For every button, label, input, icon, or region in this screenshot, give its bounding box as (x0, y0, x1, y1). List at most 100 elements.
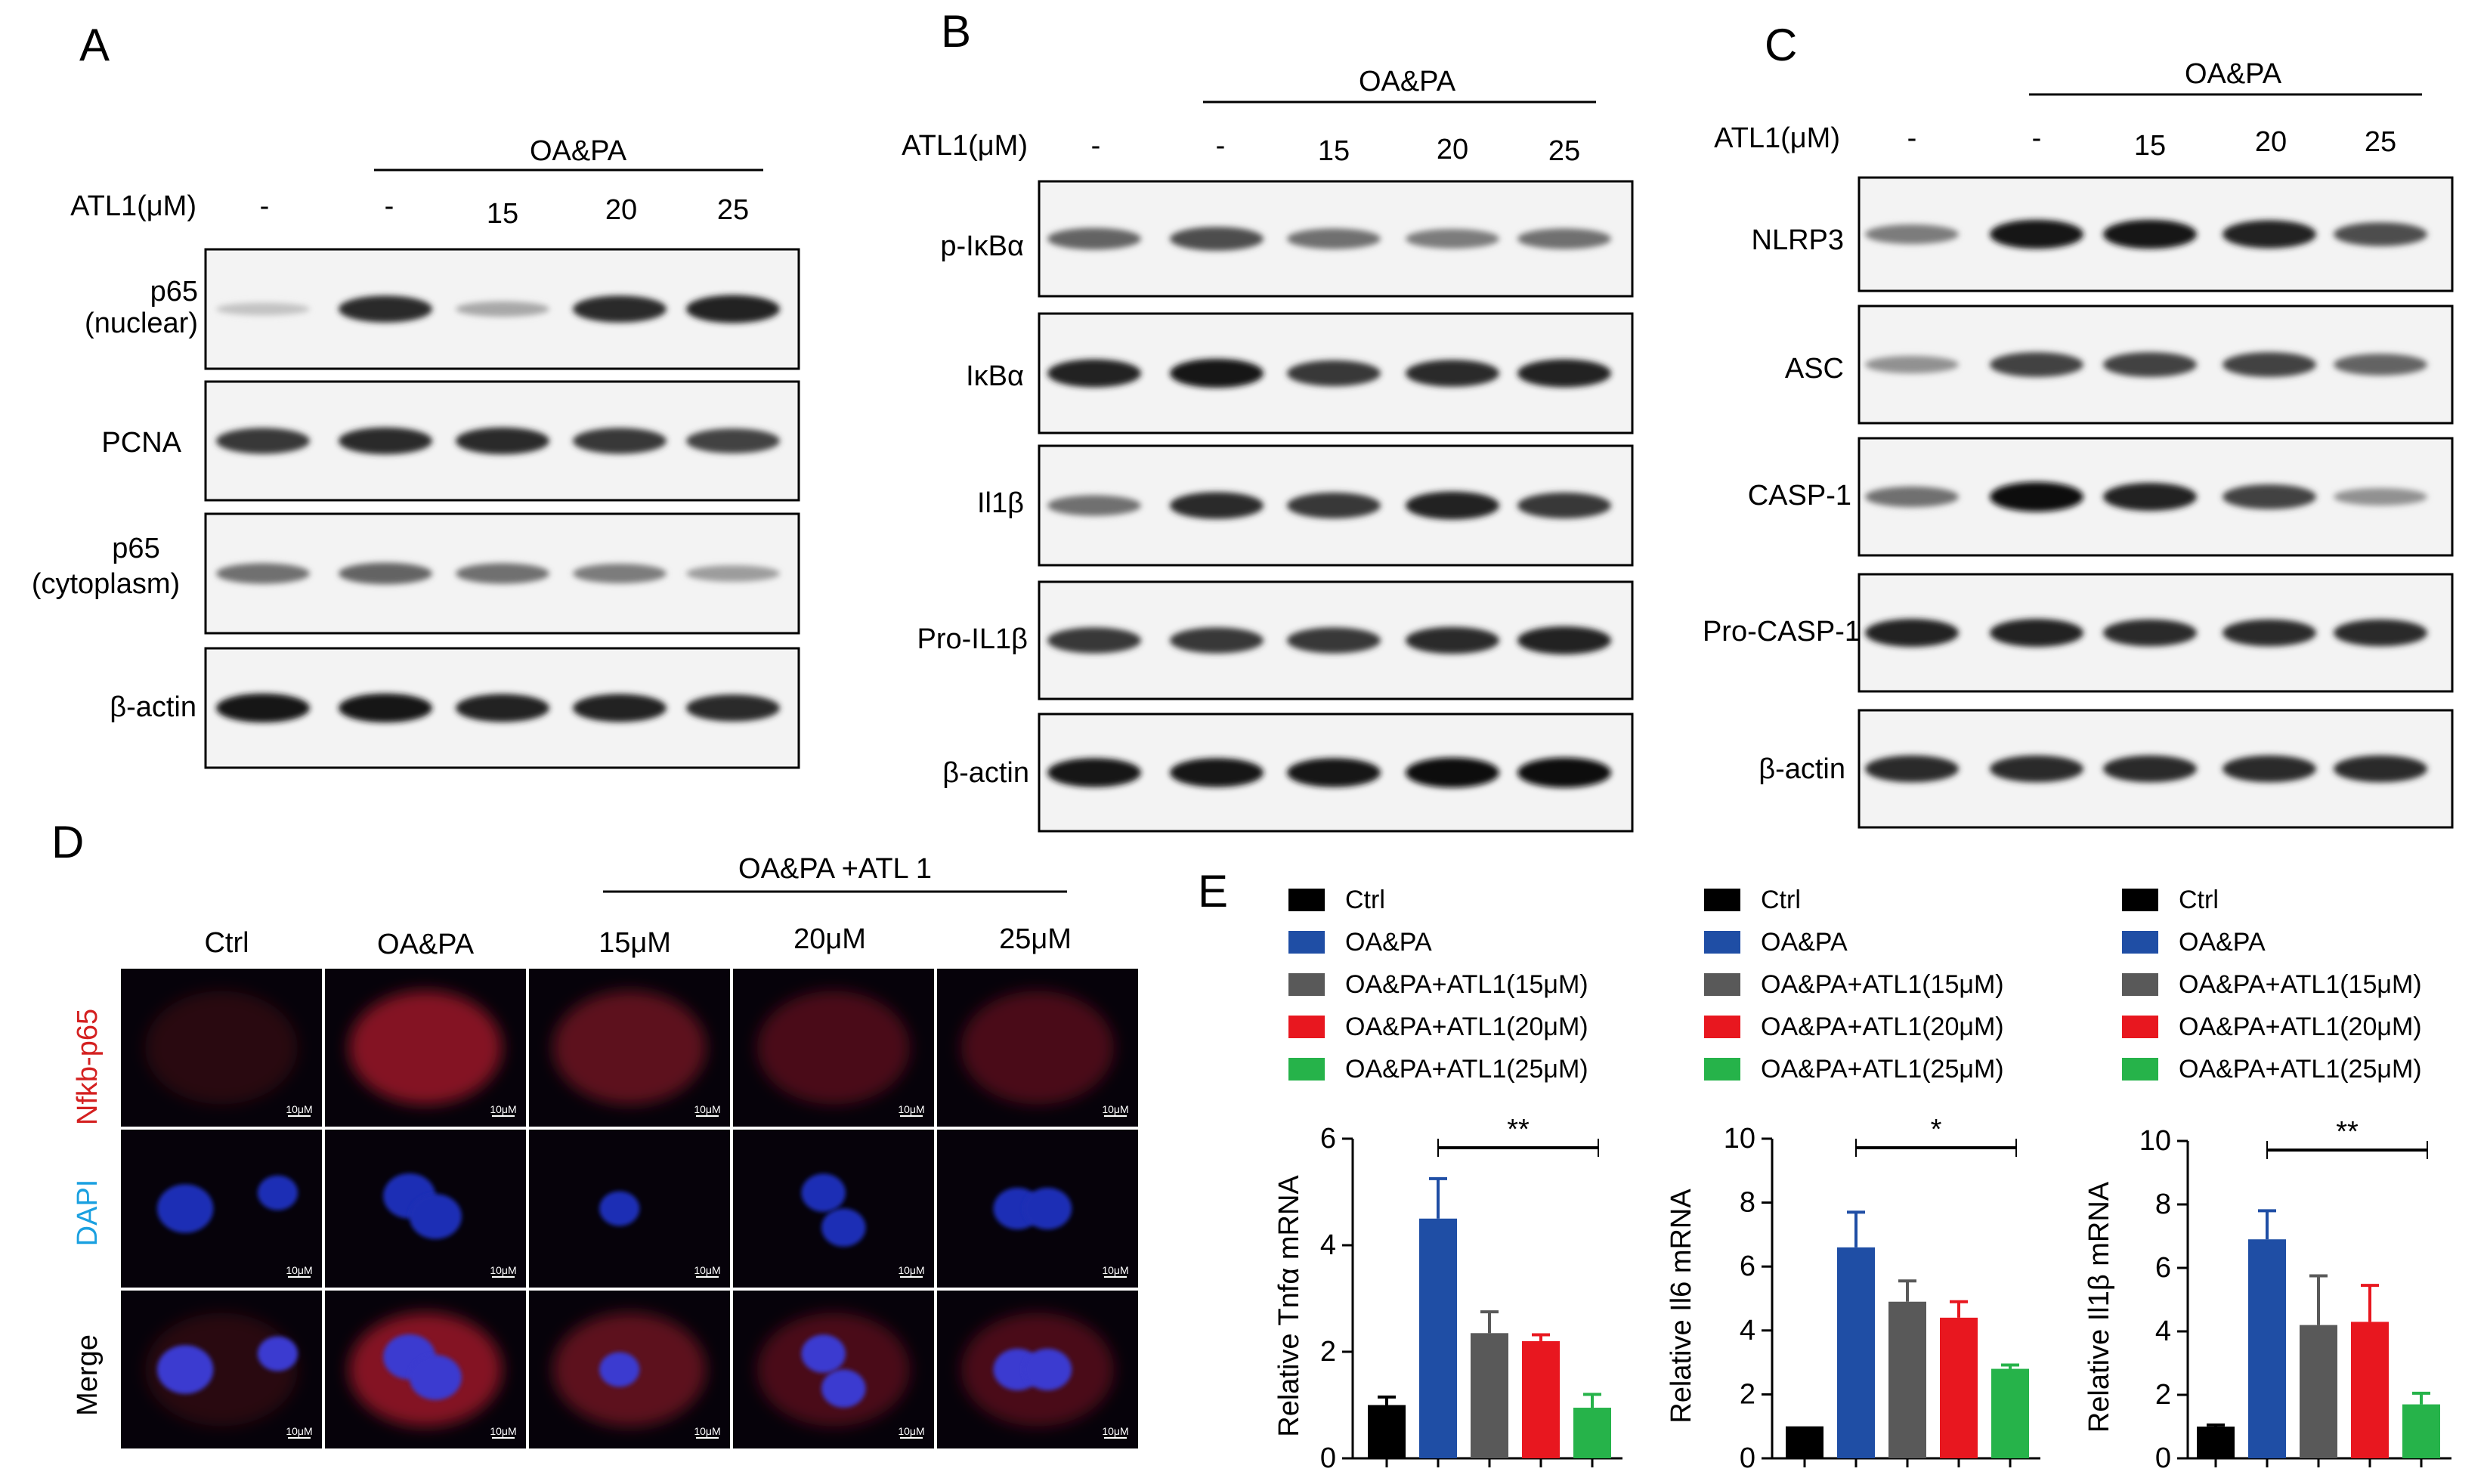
panel-c: C OA&PA ATL1(μM) - - 15 20 25 NLRP3 ASC … (1703, 20, 2454, 829)
cytoplasm-stain (144, 991, 299, 1105)
panel-b: B OA&PA ATL1(μM) - - 15 20 25 p-IκBα IκB… (902, 6, 1634, 833)
blot-label-beta-actin: β-actin (942, 757, 1029, 789)
scale-bar-label: 10μM (490, 1425, 516, 1437)
blot-band (1990, 481, 2083, 512)
blot-band (216, 428, 310, 454)
blot-band (2103, 755, 2197, 783)
lane-label: 20 (1437, 134, 1468, 165)
blot-band (2223, 484, 2316, 509)
lane-label: 15 (2134, 130, 2166, 162)
y-tick-label: 2 (1320, 1336, 1336, 1368)
lane-label: 25 (2365, 126, 2396, 158)
nucleus-stain (599, 1352, 640, 1387)
blot-label-p65-nuclear-1: p65 (150, 276, 198, 308)
micrograph-cell: 10μM (529, 969, 730, 1127)
legend-swatch (2122, 1058, 2158, 1081)
blot-band (1047, 359, 1141, 388)
blot-band (686, 694, 780, 722)
y-axis-label: Relative Tnfα mRNA (1273, 1175, 1305, 1437)
scale-bar-label: 10μM (694, 1103, 720, 1115)
legend-label: OA&PA+ATL1(20μM) (2179, 1013, 2422, 1041)
blot-band (2334, 619, 2427, 647)
legend-label: OA&PA (1761, 928, 1848, 957)
y-tick-label: 2 (1740, 1378, 1755, 1410)
blot-band (1517, 359, 1611, 388)
legend-label: OA&PA+ATL1(25μM) (1761, 1055, 2004, 1084)
micrograph-cell: 10μM (733, 1291, 934, 1448)
blot-band (2103, 219, 2197, 249)
panel-c-lane-labels: - - 15 20 25 (1907, 122, 2396, 162)
blot-label-p65-cytoplasm-1: p65 (112, 533, 159, 564)
legend-label: OA&PA (1345, 928, 1432, 957)
micrograph-cell: 10μM (121, 969, 322, 1127)
blot-band (1865, 355, 1959, 374)
blot-band (1865, 755, 1959, 783)
blot-band (1406, 491, 1499, 520)
lane-label: - (1091, 130, 1101, 162)
micrograph-cell: 10μM (325, 969, 526, 1127)
micrograph-cell: 10μM (529, 1291, 730, 1448)
bar (1419, 1218, 1457, 1458)
blot-band (1990, 618, 2083, 648)
y-tick-label: 8 (2155, 1189, 2171, 1220)
lane-label: 20 (2255, 126, 2287, 158)
blot-band (1047, 627, 1141, 654)
nucleus-stain (801, 1334, 846, 1373)
blot-band (339, 562, 432, 585)
nucleus-stain (409, 1194, 462, 1239)
lane-label: - (385, 190, 394, 222)
micrograph-cell: 10μM (121, 1291, 322, 1448)
bar (1940, 1317, 1978, 1458)
blot-band (1990, 219, 2083, 249)
micrograph-cell: 10μM (937, 969, 1138, 1127)
blot-band (216, 302, 310, 316)
panel-b-letter: B (941, 6, 971, 57)
nucleus-stain (156, 1345, 214, 1394)
y-tick-label: 2 (2155, 1379, 2171, 1411)
cytoplasm-stain (756, 991, 911, 1105)
panel-c-treatment-header: OA&PA (2185, 58, 2282, 90)
bar (2248, 1239, 2286, 1458)
bar (1991, 1368, 2029, 1458)
nucleus-stain (156, 1184, 214, 1233)
blot-band (1517, 492, 1611, 519)
legend-swatch (2122, 1016, 2158, 1038)
significance-label: ** (2336, 1116, 2359, 1148)
bar-chart: 0 2 4 6 8 10 ** Relative Il1β mRNA (2083, 1116, 2451, 1474)
legend-swatch (1288, 1058, 1325, 1081)
blot-band (1865, 486, 1959, 508)
y-tick-label: 10 (1724, 1123, 1755, 1155)
legend-swatch (1704, 889, 1740, 911)
nucleus-stain (257, 1336, 299, 1371)
bar (1573, 1408, 1611, 1458)
panel-e: E Ctrl OA&PA OA&PA+ATL1(15μM) OA&PA+ATL1(20… (1198, 866, 2451, 1474)
legend-swatch (1704, 973, 1740, 996)
blot-band (216, 563, 310, 584)
blot-band (686, 295, 780, 323)
blot-band (1406, 757, 1499, 788)
scale-bar-label: 10μM (286, 1425, 312, 1437)
y-tick-label: 6 (2155, 1252, 2171, 1284)
row-label-merge: Merge (72, 1334, 104, 1416)
panel-a-blots (204, 248, 800, 769)
blot-band (1865, 618, 1959, 648)
nucleus-stain (409, 1355, 462, 1400)
column-label: 25μM (999, 923, 1072, 955)
blot-band (573, 295, 667, 323)
bar (1471, 1333, 1508, 1458)
blot-label-pro-il1b: Pro-IL1β (917, 623, 1028, 655)
legend-swatch (1288, 931, 1325, 954)
blot-label-p65-cytoplasm-2: (cytoplasm) (32, 568, 180, 600)
blot-band (2103, 482, 2197, 512)
legend-swatch (1288, 973, 1325, 996)
scale-bar-label: 10μM (286, 1264, 312, 1276)
cytoplasm-stain (144, 1312, 299, 1427)
blot-label-p65-nuclear-2: (nuclear) (85, 308, 198, 339)
blot-band (2334, 222, 2427, 246)
blot-band (1990, 755, 2083, 783)
blot-band (1406, 626, 1499, 654)
lane-label: 25 (1548, 135, 1580, 167)
blot-band (1170, 358, 1264, 388)
blot-label-asc: ASC (1785, 353, 1844, 385)
legend-swatch (1288, 1016, 1325, 1038)
